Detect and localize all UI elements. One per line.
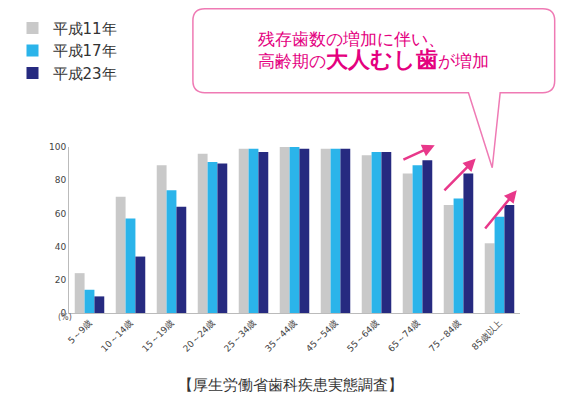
svg-text:100: 100 (49, 142, 66, 152)
svg-text:15～19歳: 15～19歳 (140, 318, 176, 354)
svg-text:残存歯数の増加に伴い、高齢期の大人むし歯が増加: 残存歯数の増加に伴い、高齢期の大人むし歯が増加 (258, 29, 489, 72)
svg-text:55～64歳: 55～64歳 (345, 318, 381, 354)
svg-text:25～34歳: 25～34歳 (222, 318, 258, 354)
svg-text:60: 60 (55, 209, 67, 219)
svg-text:(%): (%) (58, 313, 72, 322)
svg-text:平成11年: 平成11年 (53, 20, 117, 38)
svg-text:65～74歳: 65～74歳 (386, 318, 422, 354)
svg-text:75～84歳: 75～84歳 (427, 318, 463, 354)
svg-text:35～44歳: 35～44歳 (263, 318, 299, 354)
svg-text:20: 20 (55, 275, 67, 285)
svg-text:平成23年: 平成23年 (53, 65, 117, 83)
svg-text:10～14歳: 10～14歳 (99, 318, 135, 354)
svg-text:0: 0 (60, 308, 66, 318)
svg-text:平成17年: 平成17年 (53, 42, 117, 60)
svg-text:【厚生労働省歯科疾患実態調査】: 【厚生労働省歯科疾患実態調査】 (178, 376, 403, 394)
svg-text:40: 40 (55, 242, 67, 252)
svg-text:20～24歳: 20～24歳 (181, 318, 217, 354)
svg-text:5～9歳: 5～9歳 (66, 318, 94, 346)
svg-text:85歳以上: 85歳以上 (470, 318, 504, 352)
svg-text:45～54歳: 45～54歳 (304, 318, 340, 354)
svg-text:80: 80 (55, 175, 67, 185)
